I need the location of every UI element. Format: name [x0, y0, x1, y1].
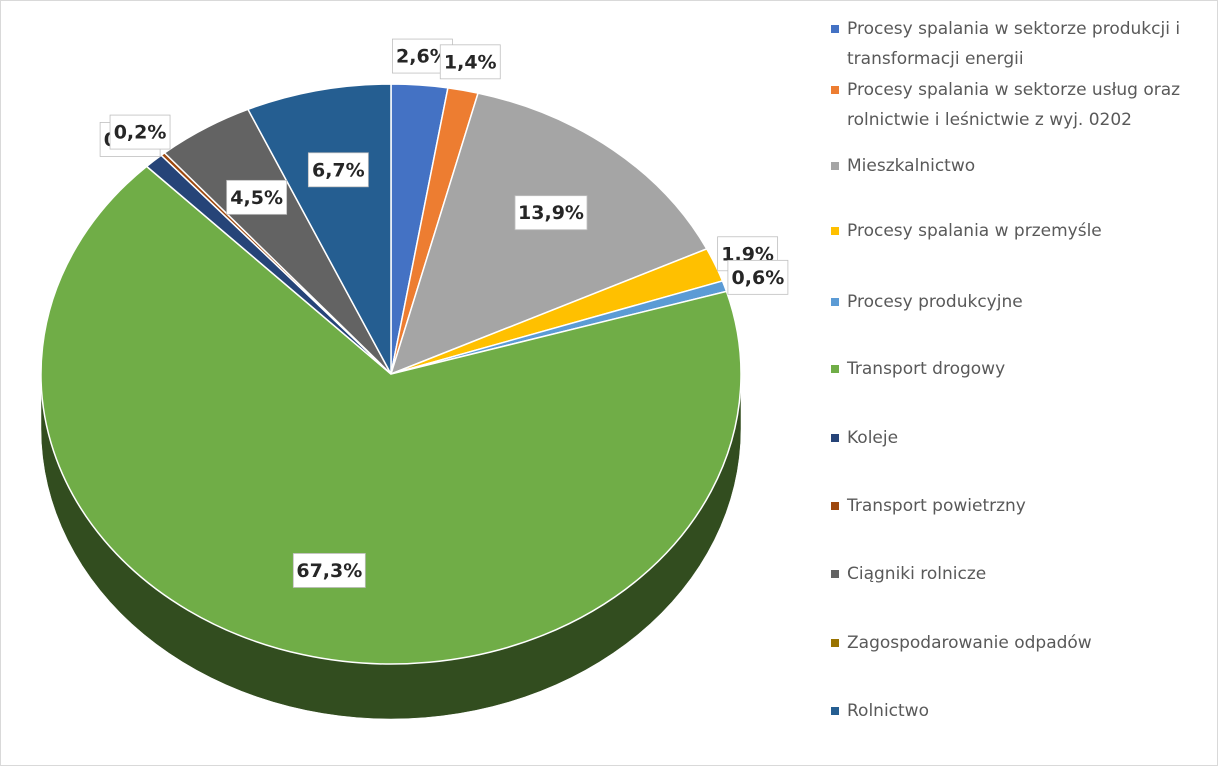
data-label: 13,9%	[514, 195, 588, 231]
legend-swatch	[831, 707, 839, 715]
legend-swatch	[831, 86, 839, 94]
data-label-text: 1,9%	[721, 243, 774, 265]
legend-item: Mieszkalnictwo	[831, 151, 1211, 181]
legend-label: Mieszkalnictwo	[847, 156, 976, 176]
legend-swatch	[831, 365, 839, 373]
legend-item: Procesy spalania w sektorze produkcji i …	[831, 14, 1211, 74]
data-label-box	[307, 152, 369, 188]
legend-label: Rolnictwo	[847, 701, 929, 721]
pie-slice	[40, 165, 742, 665]
legend-swatch	[831, 162, 839, 170]
data-label-text: 13,9%	[518, 202, 584, 224]
data-label-box	[292, 553, 366, 588]
pie-slice	[389, 92, 708, 376]
data-label-text: 67,3%	[296, 560, 362, 582]
legend-label: Procesy spalania w sektorze usług oraz r…	[847, 80, 1181, 130]
legend-item: Koleje	[831, 423, 1211, 453]
legend-label: Transport powietrzny	[847, 496, 1026, 516]
data-label: 6,7%	[307, 152, 369, 188]
legend-label: Procesy spalania w sektorze produkcji i …	[847, 19, 1181, 69]
data-label-text: 6,7%	[312, 159, 365, 181]
data-label: 0,2%	[109, 114, 171, 150]
legend-swatch	[831, 227, 839, 235]
data-label: 1,4%	[439, 44, 501, 80]
legend-swatch	[831, 25, 839, 33]
data-label-box	[226, 179, 288, 215]
legend-item: Transport powietrzny	[831, 491, 1211, 521]
data-label-box	[439, 44, 501, 80]
data-label-text: 4,5%	[230, 187, 283, 209]
data-label-box	[514, 195, 588, 231]
legend-item: Procesy spalania w przemyśle	[831, 216, 1211, 246]
data-label-text: 0,2%	[114, 122, 167, 144]
legend-item: Procesy spalania w sektorze usług oraz r…	[831, 75, 1211, 135]
legend-label: Ciągniki rolnicze	[847, 564, 987, 584]
data-label-text: 2,6%	[396, 46, 449, 68]
legend-item: Ciągniki rolnicze	[831, 559, 1211, 589]
legend-swatch	[831, 434, 839, 442]
data-label-box	[109, 114, 171, 150]
legend-swatch	[831, 639, 839, 647]
legend-item: Zagospodarowanie odpadów	[831, 628, 1211, 658]
legend-label: Procesy spalania w przemyśle	[847, 221, 1102, 241]
legend-label: Zagospodarowanie odpadów	[847, 633, 1092, 653]
legend-label: Procesy produkcyjne	[847, 292, 1023, 312]
legend-swatch	[831, 502, 839, 510]
data-label-text: 0,6%	[732, 267, 785, 289]
legend-label: Koleje	[847, 428, 899, 448]
data-label-text: 1,4%	[444, 51, 497, 73]
data-label: 0,6%	[727, 259, 789, 295]
legend-swatch	[831, 298, 839, 306]
legend-item: Rolnictwo	[831, 696, 1211, 726]
legend-swatch	[831, 570, 839, 578]
data-label: 67,3%	[292, 553, 366, 588]
legend-item: Transport drogowy	[831, 354, 1211, 384]
legend-label: Transport drogowy	[847, 359, 1006, 379]
data-label: 4,5%	[226, 179, 288, 215]
legend-item: Procesy produkcyjne	[831, 287, 1211, 317]
data-label-box	[727, 259, 789, 295]
